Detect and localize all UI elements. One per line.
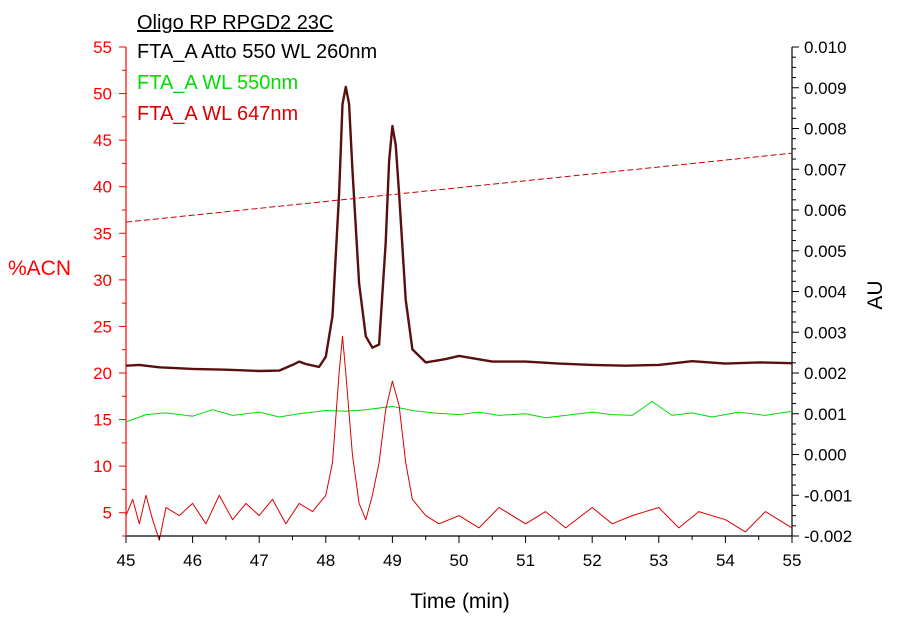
x-tick-label: 51 bbox=[516, 551, 535, 570]
left-tick-label: 35 bbox=[93, 224, 112, 243]
chart-title: Oligo RP RPGD2 23C bbox=[137, 12, 333, 34]
right-tick-label: -0.002 bbox=[804, 527, 852, 546]
left-tick-label: 20 bbox=[93, 364, 112, 383]
x-tick-label: 47 bbox=[250, 551, 269, 570]
series-550nm-line bbox=[125, 401, 793, 423]
right-tick-label: 0.002 bbox=[804, 364, 847, 383]
right-tick-label: -0.001 bbox=[804, 486, 852, 505]
x-tick-label: 50 bbox=[450, 551, 469, 570]
x-tick-label: 53 bbox=[649, 551, 668, 570]
x-tick-label: 55 bbox=[783, 551, 802, 570]
legend-entry-550nm: FTA_A WL 550nm bbox=[137, 72, 298, 94]
series-260nm-line bbox=[125, 85, 793, 373]
right-tick-label: 0.009 bbox=[804, 79, 847, 98]
right-tick-label: 0.005 bbox=[804, 242, 847, 261]
left-tick-label: 50 bbox=[93, 85, 112, 104]
x-tick-label: 52 bbox=[583, 551, 602, 570]
right-tick-label: 0.008 bbox=[804, 120, 847, 139]
x-tick-label: 48 bbox=[316, 551, 335, 570]
left-tick-label: 30 bbox=[93, 271, 112, 290]
right-tick-label: 0.010 bbox=[804, 38, 847, 57]
left-tick-label: 40 bbox=[93, 178, 112, 197]
left-tick-label: 15 bbox=[93, 411, 112, 430]
left-tick-label: 25 bbox=[93, 317, 112, 336]
right-tick-label: 0.007 bbox=[804, 160, 847, 179]
legend-entry-647nm: FTA_A WL 647nm bbox=[137, 103, 298, 125]
left-tick-label: 10 bbox=[93, 457, 112, 476]
right-tick-label: 0.003 bbox=[804, 323, 847, 342]
x-axis-label: Time (min) bbox=[410, 590, 510, 613]
x-tick-label: 45 bbox=[117, 551, 136, 570]
series-647nm-line bbox=[125, 335, 793, 541]
left-tick-label: 5 bbox=[103, 504, 112, 523]
legend-entry-260nm: FTA_A Atto 550 WL 260nm bbox=[137, 41, 377, 63]
x-tick-label: 46 bbox=[183, 551, 202, 570]
x-tick-label: 54 bbox=[716, 551, 735, 570]
right-tick-label: 0.004 bbox=[804, 283, 847, 302]
right-axis-label: AU bbox=[864, 280, 887, 309]
series-layer bbox=[125, 85, 793, 541]
left-tick-label: 55 bbox=[93, 38, 112, 57]
left-tick-label: 45 bbox=[93, 131, 112, 150]
x-tick-label: 49 bbox=[383, 551, 402, 570]
right-tick-label: 0.006 bbox=[804, 201, 847, 220]
gradient-line bbox=[125, 152, 793, 223]
right-tick-label: 0.000 bbox=[804, 446, 847, 465]
axes-layer: 45 46 47 48 49 50 51 52 53 54 55510152025303540455… bbox=[93, 38, 852, 570]
left-axis-label: %ACN bbox=[8, 257, 71, 280]
right-tick-label: 0.001 bbox=[804, 405, 847, 424]
